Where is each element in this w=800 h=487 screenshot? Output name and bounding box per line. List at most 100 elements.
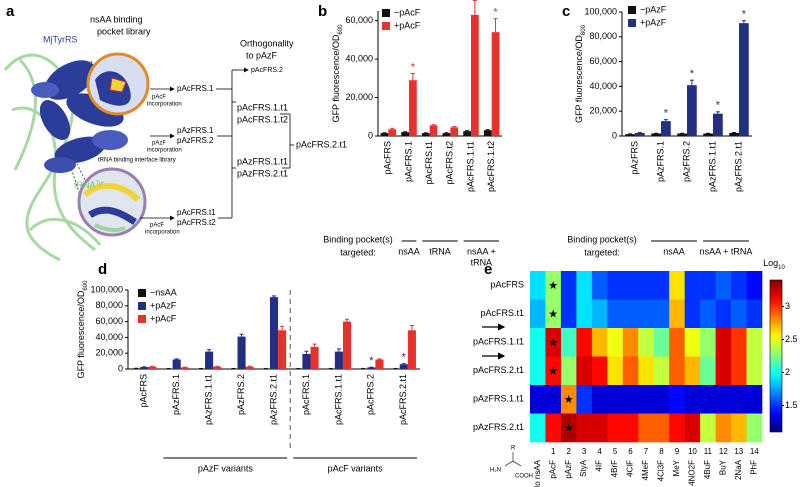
- y-tick-label: 0: [368, 130, 373, 140]
- heatmap-cell: [591, 413, 608, 443]
- bar: [651, 133, 661, 136]
- heatmap-cell: [638, 299, 655, 329]
- group-label: nsAA: [663, 246, 685, 256]
- inset-shape: [109, 77, 127, 93]
- group-label: nsAA: [398, 246, 420, 256]
- x-tick-label: pAcFRS.1.t1: [465, 141, 475, 192]
- colorbar: [769, 279, 783, 433]
- trna-label: tRNATyr: [74, 180, 104, 190]
- heatmap-cell: [530, 271, 546, 300]
- heatmap-cell: [576, 413, 593, 443]
- column-number: 8: [659, 447, 664, 456]
- group-label: tRNA: [429, 246, 451, 256]
- y-axis-label-main: GFP fluorescence/OD: [331, 34, 341, 122]
- bar: [213, 366, 222, 369]
- bar: [302, 353, 311, 369]
- heatmap-cell: [746, 271, 763, 300]
- structure-label: COOH: [515, 474, 533, 480]
- heatmap-cell: [560, 385, 577, 414]
- group-label: pAzF variants: [198, 463, 254, 473]
- variant-label: pAzFRS.1: [177, 126, 214, 135]
- legend-swatch: [382, 22, 390, 30]
- bar: [401, 132, 409, 136]
- column-label: StyA: [579, 459, 588, 477]
- heatmap-cell: [700, 413, 716, 443]
- heatmap-cell: [607, 299, 624, 329]
- x-tick-label: pAzFRS.1: [655, 141, 665, 182]
- bar: [245, 366, 254, 369]
- column-label: 4MeF: [641, 460, 650, 481]
- variant-label: pAzFRS.2.t1: [237, 168, 288, 178]
- bar: [677, 133, 687, 136]
- variant-label: pAcFRS.1: [177, 84, 214, 93]
- y-tick-label: 40,000: [589, 81, 617, 91]
- bar: [380, 133, 389, 136]
- incorporation-label: incorporation: [145, 230, 180, 236]
- y-tick-label: 80,000: [589, 31, 617, 41]
- trna-label-sup: Tyr: [96, 181, 104, 187]
- bar: [729, 132, 739, 136]
- significance-mark: *: [690, 68, 695, 80]
- heatmap-cell: [591, 271, 608, 300]
- heatmap-cell: [607, 356, 624, 386]
- bar: [375, 359, 384, 369]
- y-tick-label: 60,000: [589, 56, 617, 66]
- bar: [739, 23, 749, 136]
- heatmap-cell: [731, 299, 747, 329]
- heatmap-cell: [731, 356, 747, 386]
- x-tick-label: pAcFRS: [139, 374, 149, 408]
- heatmap-cell: [622, 271, 639, 300]
- heatmap-cell: [731, 385, 747, 414]
- colorbar-label-main: Log: [763, 258, 778, 268]
- structure-label: R: [511, 446, 516, 452]
- column-number: 13: [734, 447, 743, 456]
- heatmap-cell: [622, 385, 639, 414]
- row-label: pAcFRS.1.t1: [473, 337, 524, 347]
- amino-acid-structure: R H₂N COOH: [490, 446, 533, 480]
- bar: [172, 359, 181, 369]
- column-number: 9: [675, 447, 680, 456]
- heatmap-cell: [700, 271, 716, 300]
- column-label: pAzF: [564, 460, 573, 479]
- group-title: Binding pocket(s): [567, 234, 637, 244]
- panel-label: e: [484, 261, 492, 278]
- bar: [269, 297, 279, 369]
- x-tick-label: pAzFRS.1: [171, 374, 181, 415]
- heatmap-cell: [607, 413, 624, 443]
- column-label: 4BuF: [703, 460, 712, 479]
- y-axis-label-sub: 600: [581, 24, 587, 35]
- significance-mark: *: [742, 9, 747, 21]
- heatmap-cell: [700, 299, 716, 329]
- significance-mark: *: [493, 7, 498, 19]
- row-label: pAzFRS.1.t1: [473, 394, 524, 404]
- bar: [407, 330, 416, 369]
- star-marker: ★: [548, 280, 558, 292]
- inset-shape: [82, 182, 141, 203]
- significance-mark: *: [402, 352, 407, 364]
- y-tick-label: 100,000: [90, 284, 123, 294]
- panel-label: a: [6, 3, 15, 20]
- y-axis-label-main: GFP fluorescence/OD: [76, 290, 86, 378]
- bar: [148, 366, 157, 369]
- column-label: 4BrF: [610, 460, 619, 477]
- x-tick-label: pAcFRS.1: [301, 374, 311, 415]
- bar: [409, 80, 417, 136]
- incorporation-label: incorporation: [147, 102, 182, 108]
- library-label: pocket library: [97, 26, 151, 36]
- heatmap-cell: [731, 413, 747, 443]
- group-label: nsAA + tRNA: [700, 246, 753, 256]
- x-tick-label: pAzFRS.1.t1: [707, 141, 717, 192]
- legend-swatch: [628, 19, 636, 27]
- x-tick-label: pAzFRS.2: [236, 374, 246, 415]
- heatmap-cell: [530, 299, 546, 329]
- heatmap-cell: [700, 356, 716, 386]
- row-label: pAcFRS.t1: [480, 308, 524, 318]
- zoom-line: [89, 59, 101, 73]
- bar: [367, 367, 376, 369]
- heatmap-cell: [560, 356, 577, 386]
- legend-swatch: [138, 315, 146, 323]
- y-tick-label: 20,000: [345, 92, 373, 102]
- heatmap-cell: [576, 385, 593, 414]
